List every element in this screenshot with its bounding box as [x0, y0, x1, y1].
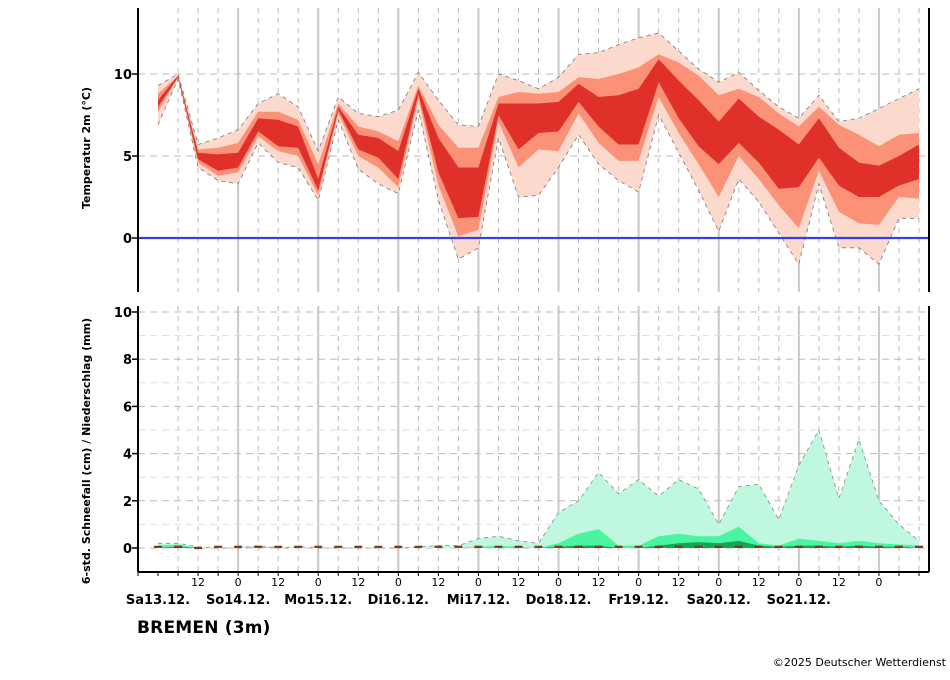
x-hour-label: 0	[795, 576, 802, 589]
y-axis-label: Temperatur 2m (°C)	[80, 87, 93, 209]
temp-band-middle	[158, 54, 919, 237]
temp-panel: 0 5 10 Temperatur 2m (°C)	[80, 8, 930, 292]
x-hour-label: 12	[271, 576, 285, 589]
precip-band-inner	[158, 540, 919, 548]
x-hour-label: 0	[475, 576, 482, 589]
copyright-text: ©2025 Deutscher Wetterdienst	[772, 656, 946, 669]
precip-panel: 0 2 4 6 8 10 6-std. Schneefall (cm) / Niedersc…	[80, 306, 930, 584]
temp-max-outline	[157, 32, 920, 153]
y-tick-label: 10	[114, 306, 132, 321]
y-axis-label: 6-std. Schneefall (cm) / Niederschlag (m…	[80, 318, 93, 584]
precip-band-outer	[158, 430, 919, 548]
x-hour-label: 12	[752, 576, 766, 589]
y-tick-label: 6	[123, 400, 132, 415]
x-hour-label: 0	[235, 576, 242, 589]
x-hour-label: 0	[315, 576, 322, 589]
x-hour-label: 12	[832, 576, 846, 589]
y-tick-label: 5	[123, 150, 132, 165]
y-tick-label: 0	[123, 542, 132, 557]
x-hour-label: 12	[191, 576, 205, 589]
x-day-label: So14.12.	[206, 593, 270, 608]
y-tick-label: 0	[123, 232, 132, 247]
x-axis-labels: 12 0 12 0 12 0 12 0 12 0 12 0 12 0 12 0 12 0 Sa13.12. So14.…	[126, 572, 920, 608]
x-day-label: Sa20.12.	[687, 593, 751, 608]
y-tick-label: 10	[114, 68, 132, 83]
x-day-label: Do18.12.	[526, 593, 592, 608]
x-day-label: So21.12.	[767, 593, 831, 608]
x-hour-label: 0	[555, 576, 562, 589]
x-hour-label: 12	[672, 576, 686, 589]
x-hour-label: 0	[395, 576, 402, 589]
temp-band-inner	[158, 59, 919, 219]
x-hour-label: 0	[635, 576, 642, 589]
x-hour-label: 12	[431, 576, 445, 589]
y-tick-label: 8	[123, 353, 132, 368]
x-hour-label: 12	[351, 576, 365, 589]
x-hour-label: 0	[875, 576, 882, 589]
x-hour-label: 12	[511, 576, 525, 589]
y-tick-label: 2	[123, 495, 132, 510]
x-day-label: Fr19.12.	[608, 593, 669, 608]
x-day-label: Mo15.12.	[284, 593, 352, 608]
temp-min-outline	[157, 77, 919, 266]
x-day-label: Di16.12.	[368, 593, 429, 608]
x-day-label: Mi17.12.	[447, 593, 510, 608]
x-hour-label: 0	[715, 576, 722, 589]
y-tick-label: 4	[123, 448, 132, 463]
x-hour-label: 12	[592, 576, 606, 589]
station-title: BREMEN (3m)	[137, 618, 271, 638]
x-day-label: Sa13.12.	[126, 593, 190, 608]
